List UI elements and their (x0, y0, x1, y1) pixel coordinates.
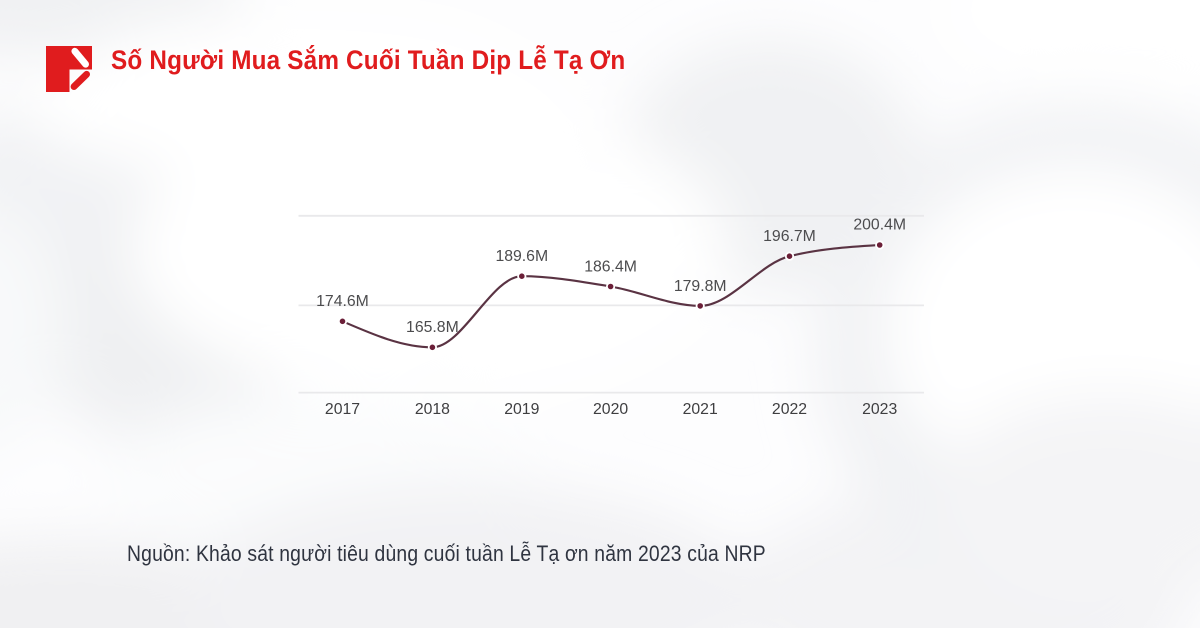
svg-text:196.7M: 196.7M (763, 228, 816, 245)
svg-text:2021: 2021 (683, 401, 718, 418)
svg-text:200.4M: 200.4M (853, 217, 906, 234)
svg-text:189.6M: 189.6M (495, 248, 548, 265)
svg-text:2019: 2019 (504, 401, 539, 418)
svg-text:2022: 2022 (772, 401, 807, 418)
svg-text:2017: 2017 (325, 401, 360, 418)
svg-text:2023: 2023 (862, 401, 897, 418)
svg-text:186.4M: 186.4M (584, 259, 637, 276)
svg-text:2018: 2018 (415, 401, 450, 418)
svg-text:174.6M: 174.6M (316, 293, 369, 310)
svg-text:179.8M: 179.8M (674, 278, 727, 295)
svg-text:2020: 2020 (593, 401, 628, 418)
svg-text:165.8M: 165.8M (406, 319, 459, 336)
